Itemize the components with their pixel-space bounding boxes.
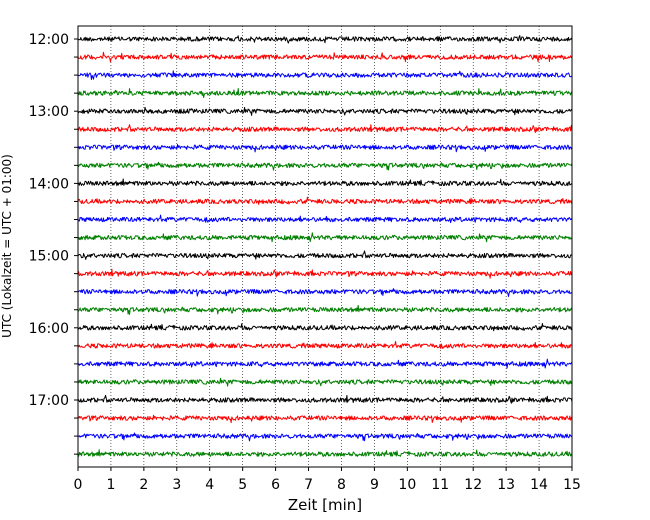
trace-1300 — [77, 106, 573, 116]
x-tick-label: 12 — [464, 477, 482, 493]
x-tick-label: 6 — [271, 477, 280, 493]
trace-1745 — [77, 449, 573, 457]
x-tick-label: 1 — [106, 477, 115, 493]
trace-1645 — [77, 377, 573, 387]
trace-1515 — [77, 268, 573, 279]
y-axis-ticks: 12:00 13:00 14:00 15:00 16:00 17:00 — [29, 32, 78, 455]
seismic-traces — [77, 35, 573, 457]
x-tick-label: 2 — [139, 477, 148, 493]
trace-1200 — [77, 35, 573, 44]
trace-1345 — [77, 161, 573, 171]
plot-background — [78, 26, 572, 467]
y-tick-label: 14:00 — [29, 176, 69, 192]
x-tick-label: 9 — [370, 477, 379, 493]
trace-1600 — [77, 323, 573, 332]
trace-1700 — [77, 394, 573, 404]
x-tick-label: 8 — [337, 477, 346, 493]
y-tick-label: 12:00 — [29, 32, 69, 48]
y-tick-label: 13:00 — [29, 104, 69, 120]
x-tick-label: 5 — [238, 477, 247, 493]
x-tick-label: 3 — [172, 477, 181, 493]
trace-1315 — [77, 124, 573, 134]
y-axis-label: UTC (Lokalzeit = UTC + 01:00) — [0, 154, 14, 338]
trace-1215 — [77, 51, 573, 63]
x-tick-label: 11 — [431, 477, 449, 493]
x-tick-label: 4 — [205, 477, 214, 493]
trace-1445 — [77, 232, 573, 243]
trace-1430 — [77, 214, 573, 224]
x-tick-label: 13 — [497, 477, 515, 493]
x-axis-label: Zeit [min] — [288, 496, 362, 514]
trace-1715 — [77, 414, 573, 424]
trace-1530 — [77, 288, 573, 297]
x-tick-label: 7 — [304, 477, 313, 493]
x-tick-label: 15 — [563, 477, 581, 493]
trace-1615 — [77, 341, 573, 350]
trace-1245 — [77, 88, 573, 98]
y-tick-label: 17:00 — [29, 393, 69, 409]
trace-1230 — [77, 70, 573, 81]
y-tick-label: 16:00 — [29, 321, 69, 337]
x-tick-label: 0 — [74, 477, 83, 493]
y-tick-label: 15:00 — [29, 249, 69, 265]
x-axis-ticks: 0 1 2 3 4 5 6 7 8 9 10 11 12 13 14 15 — [74, 467, 581, 493]
trace-1500 — [77, 250, 573, 260]
trace-1415 — [77, 196, 573, 205]
plot-frame — [77, 25, 573, 468]
trace-1330 — [77, 143, 573, 153]
trace-1400 — [77, 178, 573, 187]
trace-1630 — [77, 358, 573, 369]
x-tick-label: 10 — [398, 477, 416, 493]
trace-1545 — [77, 304, 573, 315]
x-tick-label: 14 — [530, 477, 548, 493]
trace-1730 — [77, 432, 573, 442]
